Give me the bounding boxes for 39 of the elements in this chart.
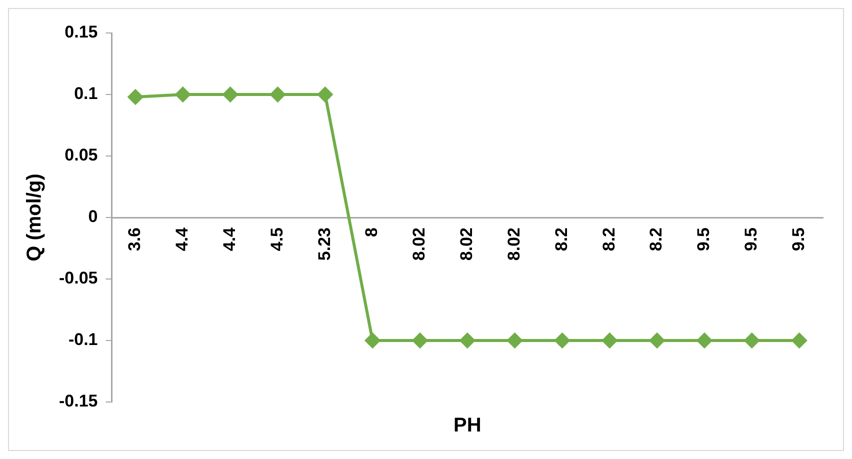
- point: [696, 333, 712, 348]
- point: [650, 333, 665, 348]
- x-tick-label: 9.5: [694, 228, 714, 252]
- point: [365, 333, 380, 348]
- y-tick-label: -0.15: [59, 392, 98, 411]
- point: [744, 333, 760, 348]
- point: [460, 333, 475, 348]
- x-tick-label: 9.5: [788, 228, 808, 252]
- point: [175, 87, 190, 102]
- y-tick-label: -0.05: [59, 268, 98, 288]
- point: [507, 333, 522, 348]
- y-tick-label: 0.05: [64, 146, 98, 165]
- x-tick-label: 8.02: [457, 228, 476, 261]
- point: [128, 89, 143, 104]
- x-tick-label: 8: [362, 228, 382, 237]
- point: [792, 333, 807, 348]
- y-axis-title: Q (mol/g): [24, 174, 46, 262]
- x-tick-label: 8.2: [646, 228, 666, 252]
- x-tick-label: 9.5: [742, 228, 761, 252]
- x-tick-label: 8.2: [599, 228, 618, 252]
- x-axis-title: PH: [453, 414, 482, 437]
- y-tick-label: -0.1: [68, 330, 98, 350]
- y-tick-label: 0: [88, 207, 98, 226]
- point: [270, 87, 286, 102]
- x-tick-label: 4.4: [172, 226, 192, 252]
- point: [318, 87, 333, 102]
- point: [602, 333, 618, 348]
- x-tick-label: 4.4: [220, 226, 239, 252]
- x-tick-label: 3.6: [125, 228, 144, 252]
- y-tick-label: 0.1: [74, 84, 98, 104]
- x-tick-label: 8.02: [410, 228, 429, 261]
- point: [222, 87, 238, 102]
- x-tick-label: 8.02: [504, 228, 524, 261]
- x-tick-label: 8.2: [552, 228, 571, 252]
- y-tick-label: 0.15: [64, 22, 98, 42]
- x-tick-label: 5.23: [314, 228, 334, 261]
- x-tick-label: 4.5: [267, 228, 286, 252]
- point: [412, 333, 428, 348]
- point: [554, 333, 570, 348]
